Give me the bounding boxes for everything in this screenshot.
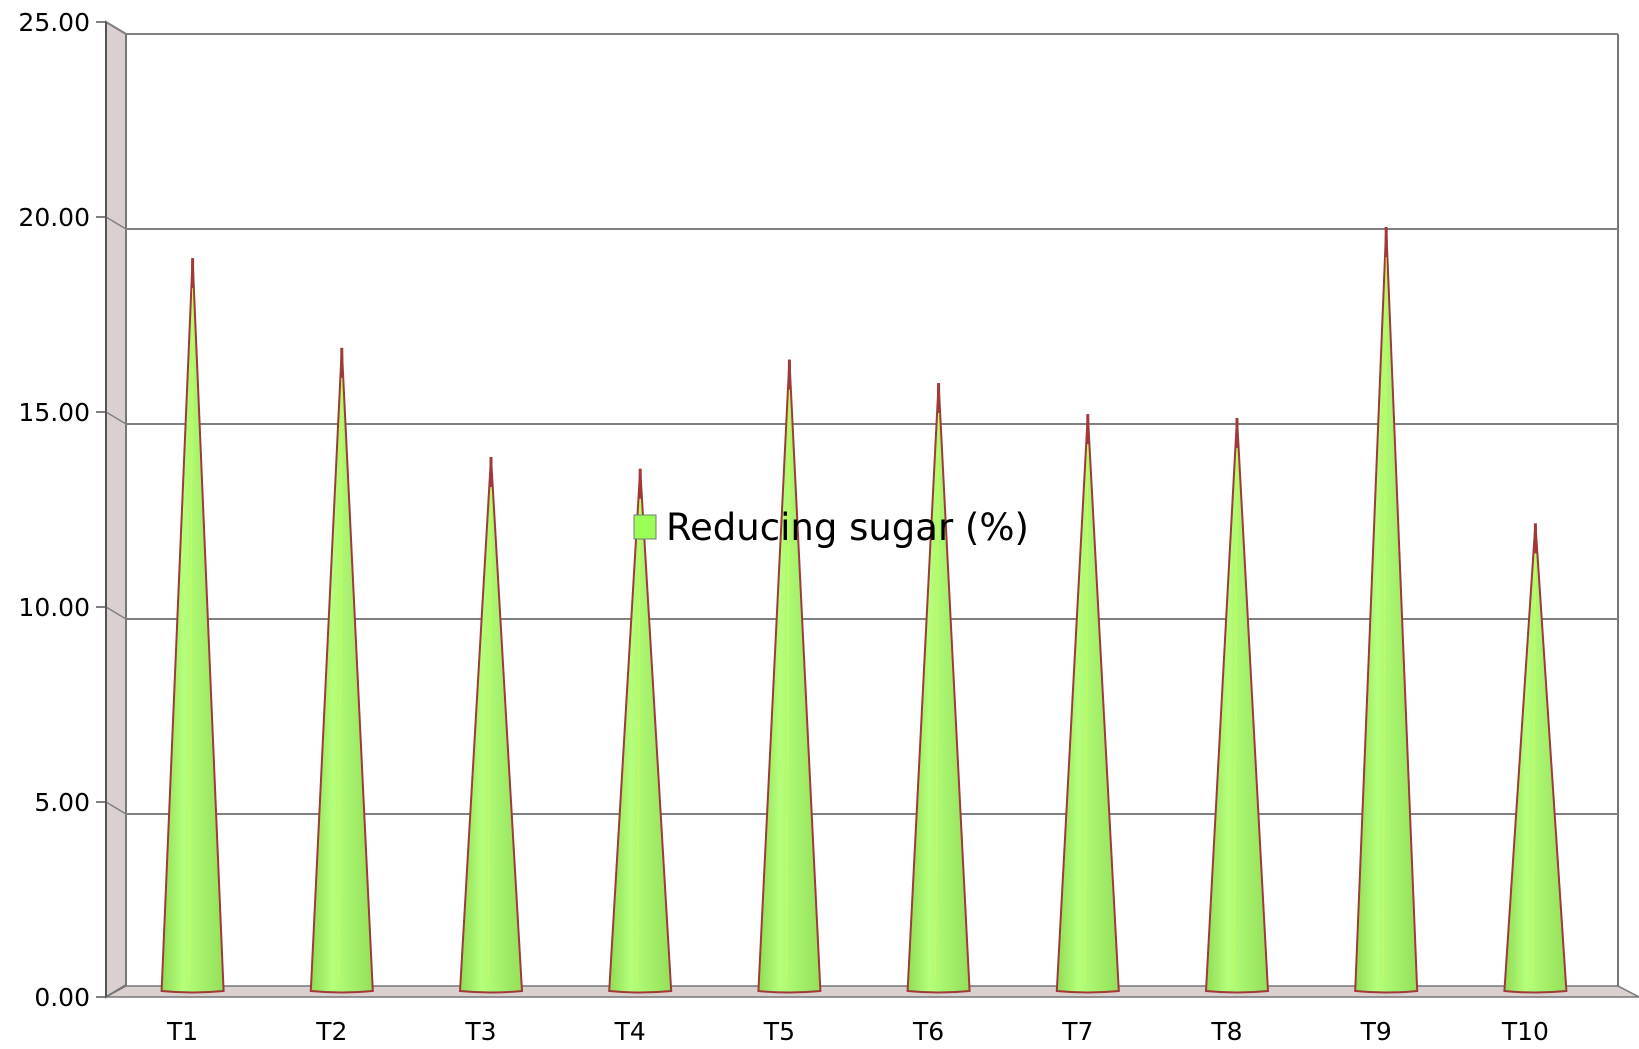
bar xyxy=(309,347,374,994)
x-tick-label: T3 xyxy=(464,1017,496,1046)
cone-body xyxy=(309,347,374,994)
x-tick-label: T1 xyxy=(166,1017,198,1046)
bar xyxy=(1204,418,1270,994)
x-tick-label: T4 xyxy=(614,1017,646,1046)
cone-highlight xyxy=(1084,444,1089,982)
cone-highlight xyxy=(1233,448,1238,982)
legend-label: Reducing sugar (%) xyxy=(666,506,1029,549)
x-tick-label: T6 xyxy=(912,1017,944,1046)
x-tick-label: T8 xyxy=(1210,1017,1242,1046)
cone-highlight xyxy=(338,377,343,982)
cone-highlight xyxy=(935,412,940,982)
y-axis: 0.00 5.00 10.00 15.00 20.00 25.00 xyxy=(18,8,107,1012)
y-tick-label: 25.00 xyxy=(18,8,90,37)
gridline-depth xyxy=(105,801,127,815)
x-tick-label: T2 xyxy=(315,1017,347,1046)
x-tick-label: T10 xyxy=(1501,1017,1549,1046)
y-tick-label: 10.00 xyxy=(18,593,90,622)
bar xyxy=(608,468,673,994)
bar xyxy=(1503,523,1568,994)
cone-highlight xyxy=(1531,553,1536,982)
gridline-depth xyxy=(105,411,127,425)
cone-body xyxy=(906,382,971,994)
cone-body xyxy=(1503,523,1568,994)
x-tick-label: T5 xyxy=(763,1017,795,1046)
y-tick-label: 15.00 xyxy=(18,398,90,427)
cone-body xyxy=(160,258,225,994)
cone-body xyxy=(1354,226,1419,994)
gridline-depth xyxy=(105,21,127,35)
gridline-depth xyxy=(105,216,127,230)
gridline-depth xyxy=(105,606,127,620)
y-tick-label: 5.00 xyxy=(34,788,90,817)
cone-highlight xyxy=(487,487,492,982)
cone-body xyxy=(458,457,524,994)
bar xyxy=(1055,414,1120,994)
bar xyxy=(757,359,822,994)
legend: Reducing sugar (%) xyxy=(633,506,1029,549)
x-tick-label: T7 xyxy=(1061,1017,1093,1046)
bar xyxy=(906,382,971,994)
bars xyxy=(160,226,1568,994)
cone-highlight xyxy=(1382,256,1387,982)
x-axis: T1 T2 T3 T4 T5 T6 T7 T8 T9 T10 xyxy=(166,1017,1549,1046)
cone-highlight xyxy=(785,389,790,982)
x-tick-label: T9 xyxy=(1360,1017,1392,1046)
y-tick-label: 0.00 xyxy=(34,983,90,1012)
bar xyxy=(458,457,524,994)
bar xyxy=(1354,226,1419,994)
bar xyxy=(160,258,225,994)
legend-swatch xyxy=(633,514,657,540)
cone-body xyxy=(1204,418,1270,994)
cone-highlight xyxy=(636,498,641,982)
cone-highlight xyxy=(189,288,194,982)
y-tick-label: 20.00 xyxy=(18,203,90,232)
cone-body xyxy=(1055,414,1120,994)
cone-body xyxy=(608,468,673,994)
side-wall xyxy=(105,20,127,999)
cone-body xyxy=(757,359,822,994)
